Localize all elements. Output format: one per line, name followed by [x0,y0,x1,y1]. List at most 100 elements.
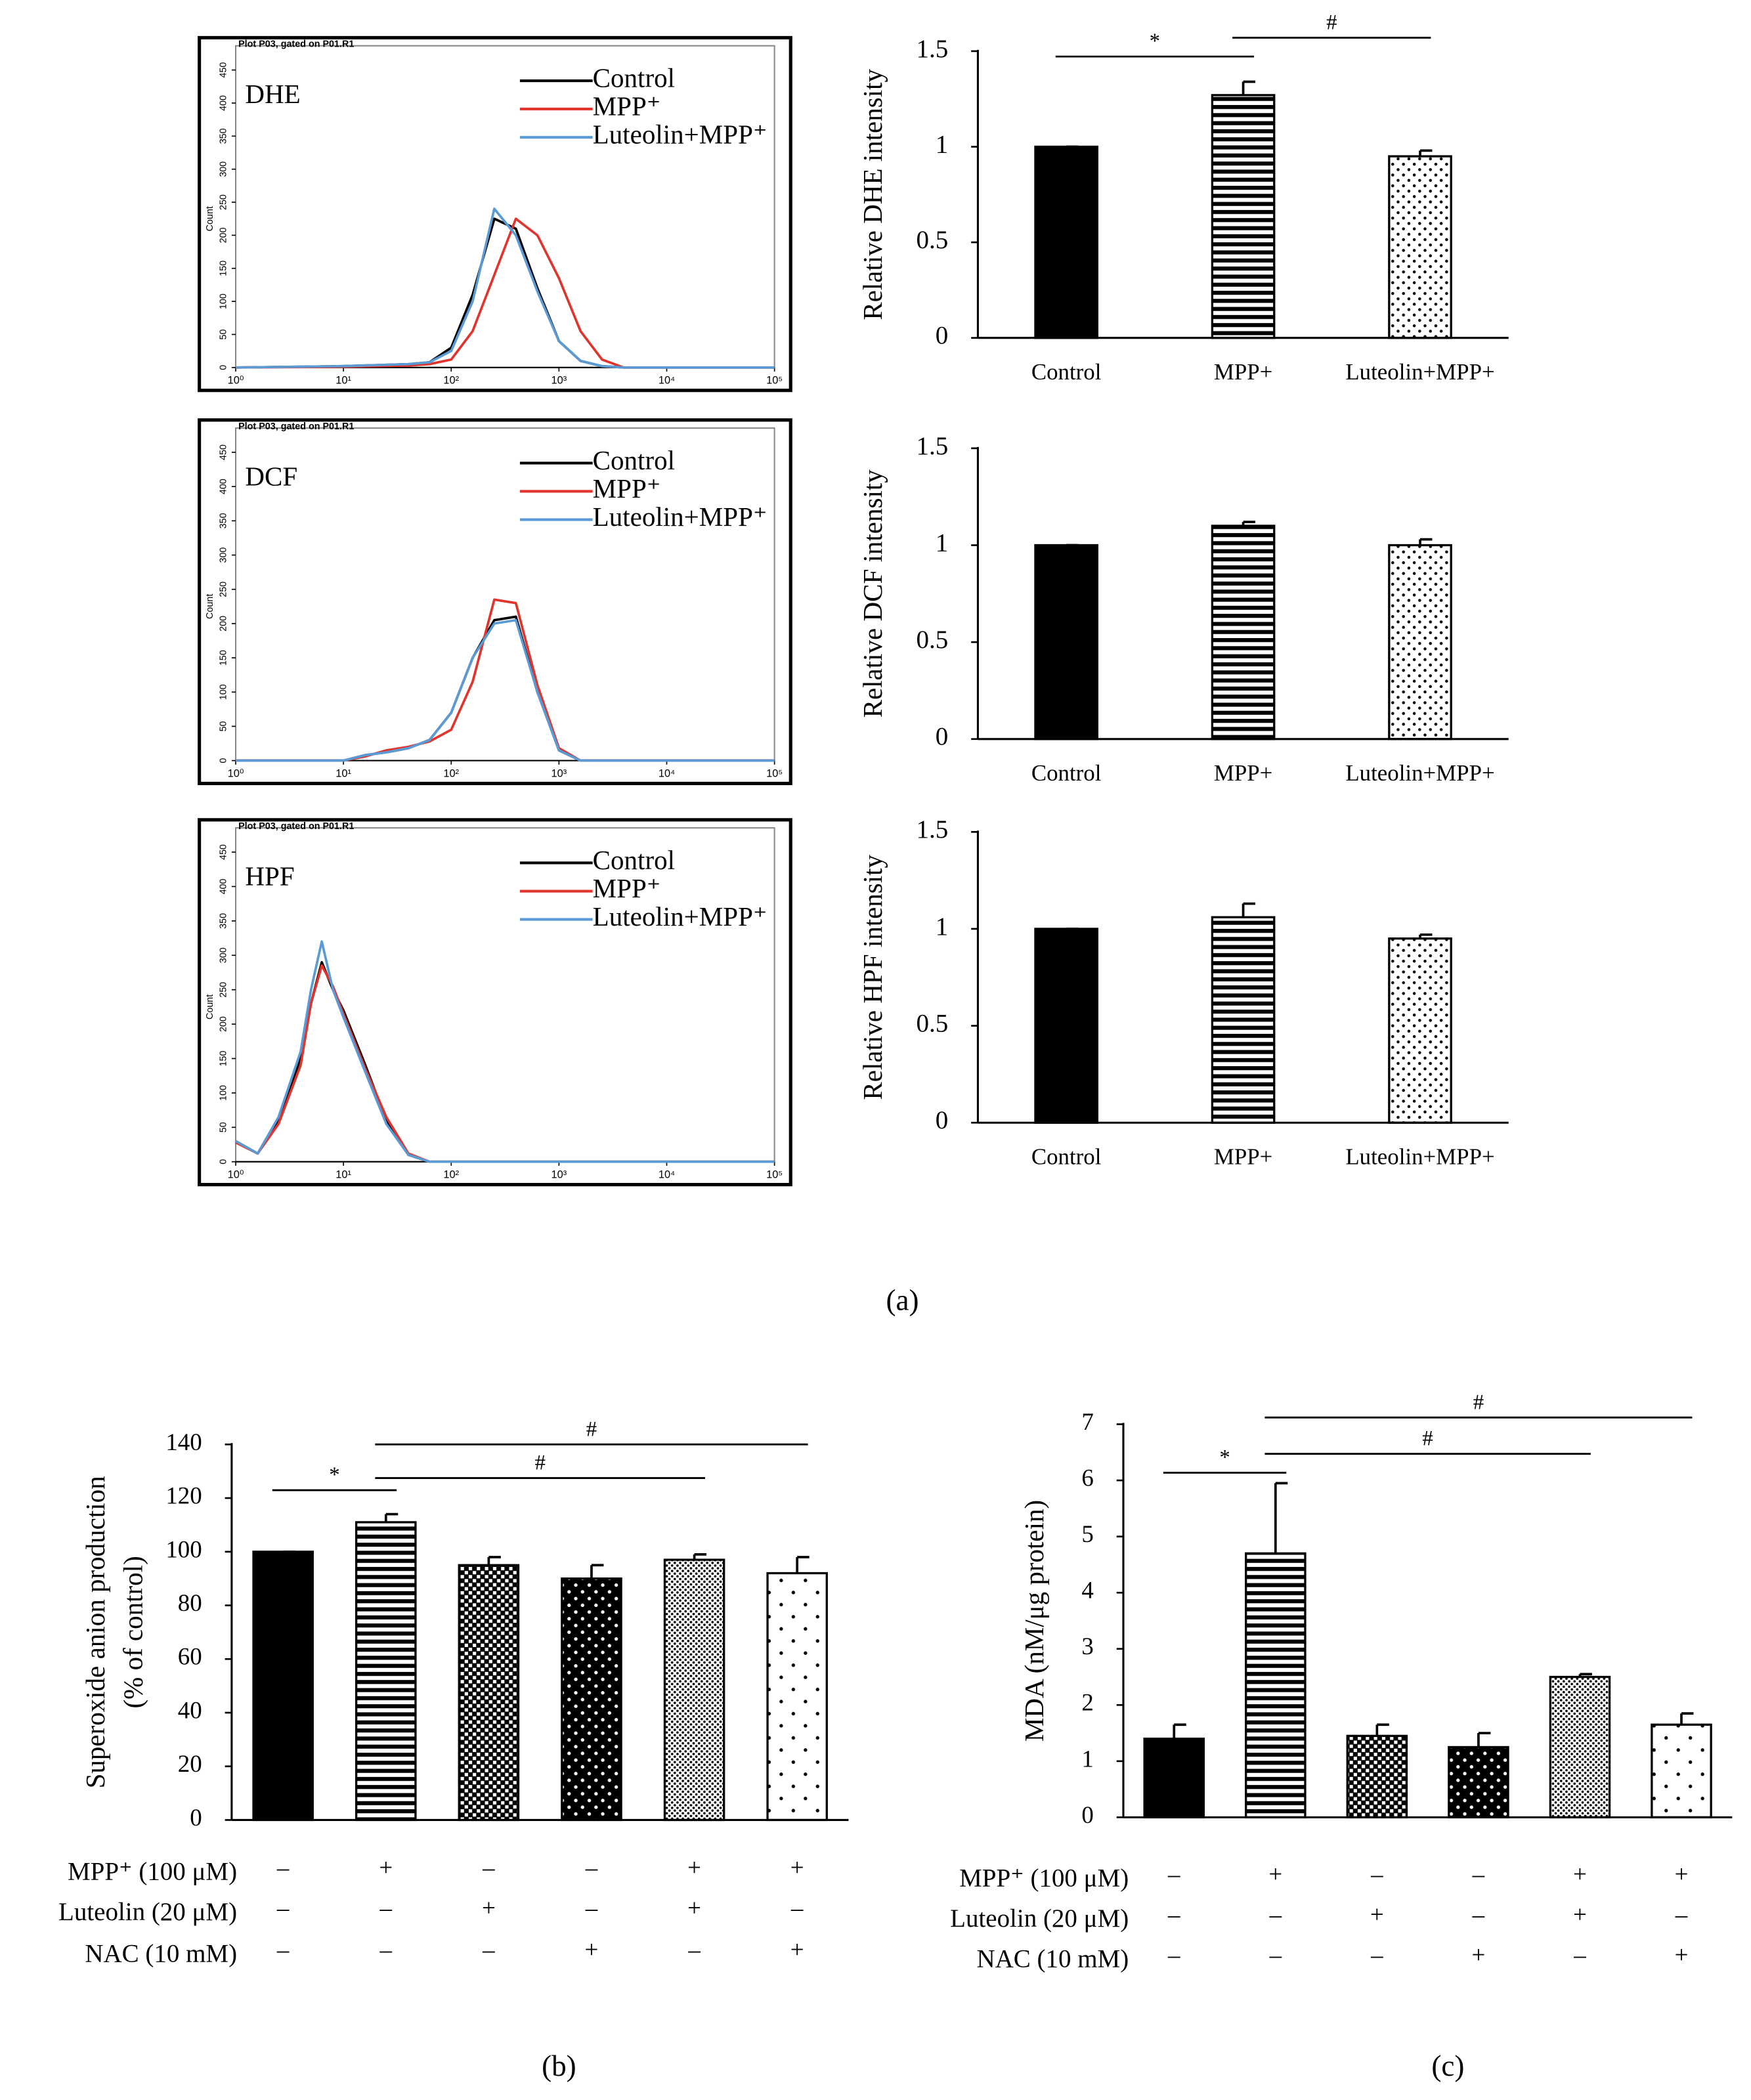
bar [561,1577,622,1822]
y-tick-label: 50 [218,721,228,731]
legend-label: Luteolin+MPP⁺ [593,901,767,932]
y-axis-label: Count [205,206,215,231]
treatment-sign: – [1167,1941,1180,1968]
x-tick-label: Luteolin+MPP+ [1345,359,1494,385]
treatment-sign: + [482,1894,496,1921]
y-tick-label: 0 [218,758,228,763]
x-tick-label: 10⁴ [659,375,675,387]
y-tick-label: 5 [1081,1520,1093,1547]
error-bar [1477,1732,1491,1747]
legend-label: Control [593,845,675,875]
error-bar [1419,933,1433,939]
x-tick-label: Control [1031,760,1102,786]
error-bar [1419,538,1433,546]
treatment-sign: – [790,1894,804,1921]
y-tick-label: 250 [218,582,228,597]
bar [1211,525,1276,740]
bar [1034,145,1098,339]
y-tick-label: 250 [218,982,228,998]
error-bar [1375,1723,1389,1736]
bar [1549,1675,1611,1819]
y-tick-label: 1.5 [917,35,949,63]
treatment-sign: + [687,1854,701,1881]
x-tick-label: 10⁰ [228,375,244,387]
y-tick-label: 300 [218,947,228,963]
y-axis-label: MDA (nM/μg protein) [1019,1500,1049,1742]
treatment-sign: – [1573,1941,1586,1968]
treatment-sign: – [276,1936,290,1963]
treatment-sign: – [482,1854,495,1881]
treatment-sign: + [585,1936,599,1963]
y-tick-label: 0 [936,723,948,751]
y-tick-label: 150 [218,261,228,276]
bar [458,1564,520,1822]
y-tick-label: 50 [218,1122,228,1132]
treatment-sign: – [585,1894,598,1921]
x-tick-label: 10² [443,375,459,387]
histogram-curve [235,207,775,369]
y-axis-label: (% of control) [118,1556,148,1708]
y-tick-label: 1.5 [917,432,949,460]
y-tick-label: 0 [1081,1801,1093,1828]
x-tick-label: 10² [443,767,459,779]
treatment-sign: – [276,1894,290,1921]
y-axis-label: Count [205,995,215,1019]
y-tick-label: 6 [1081,1465,1093,1491]
treatment-sign: – [585,1854,598,1881]
error-bar [1242,902,1256,918]
y-tick-label: 400 [218,878,228,894]
x-tick-label: 10⁵ [766,1169,783,1181]
x-tick-label: MPP+ [1214,1144,1272,1170]
x-tick-label: MPP+ [1214,760,1272,786]
legend-label: Control [593,445,675,475]
plot-title: Plot P03, gated on P01.R1 [238,421,354,432]
bar [355,1521,417,1822]
error-bar [487,1556,501,1566]
treatment-sign: + [790,1936,804,1963]
y-tick-label: 0 [218,365,228,370]
treatment-label: MPP⁺ (100 μM) [959,1864,1129,1893]
y-axis-label: Relative DCF intensity [857,469,888,718]
y-tick-label: 2 [1081,1689,1093,1716]
y-tick-label: 200 [218,1016,228,1032]
legend-label: MPP⁺ [593,91,661,121]
x-tick-label: MPP+ [1214,359,1272,385]
y-tick-label: 80 [178,1589,202,1616]
treatment-sign: – [1269,1901,1282,1928]
significance-mark: * [1219,1446,1230,1469]
treatment-sign: + [1268,1860,1282,1887]
x-tick-label: Luteolin+MPP+ [1345,1144,1494,1170]
plot-title: Plot P03, gated on P01.R1 [238,39,354,49]
significance-mark: * [1150,30,1160,53]
treatment-sign: + [1573,1901,1587,1928]
y-tick-label: 250 [218,194,228,210]
y-tick-label: 0.5 [917,1010,949,1038]
y-tick-label: 60 [178,1643,202,1670]
y-tick-label: 7 [1081,1408,1093,1435]
y-tick-label: 100 [165,1535,202,1562]
treatment-sign: – [276,1854,290,1881]
bar [1211,94,1276,339]
x-tick-label: Luteolin+MPP+ [1345,760,1494,786]
treatment-label: Luteolin (20 μM) [58,1898,237,1926]
legend-label: Luteolin+MPP⁺ [593,119,767,150]
x-tick-label: 10⁵ [766,767,783,779]
x-tick-label: Control [1031,359,1102,385]
panel-label: (c) [1431,2049,1464,2082]
error-bar [590,1564,604,1579]
bar [1388,937,1452,1124]
x-tick-label: 10¹ [335,1169,351,1181]
treatment-sign: – [1167,1860,1180,1887]
y-tick-label: 0.5 [917,226,949,254]
treatment-sign: – [482,1936,495,1963]
plot-frame [198,35,792,393]
y-tick-label: 0 [936,322,948,350]
histogram-curve [235,940,775,1163]
y-tick-label: 350 [218,913,228,929]
treatment-label: NAC (10 mM) [976,1945,1129,1973]
bar [1448,1746,1509,1819]
x-tick-label: Control [1031,1144,1102,1170]
x-tick-label: 10² [443,1169,459,1181]
y-tick-label: 1 [936,130,948,158]
